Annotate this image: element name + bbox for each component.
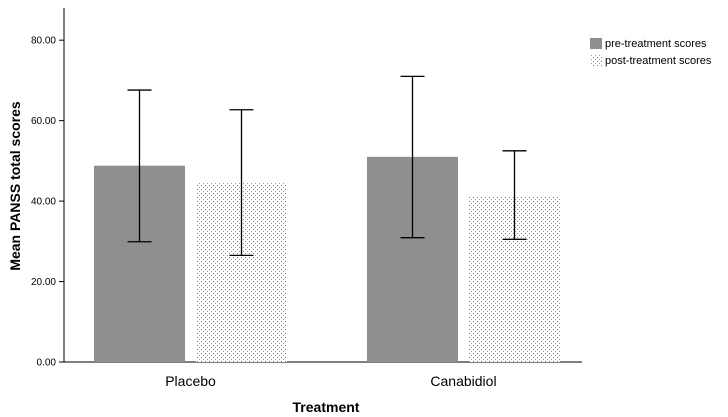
x-category-label: Placebo bbox=[165, 373, 216, 389]
y-tick-label: 0.00 bbox=[37, 358, 57, 369]
bars bbox=[94, 156, 560, 362]
y-tick-label: 80.00 bbox=[31, 36, 56, 47]
legend-label-pre: pre-treatment scores bbox=[605, 38, 707, 50]
x-axis-categories: Placebo Canabidiol bbox=[165, 373, 496, 389]
y-tick-label: 60.00 bbox=[31, 116, 56, 127]
y-axis-ticks: 0.00 20.00 40.00 60.00 80.00 bbox=[31, 36, 64, 369]
error-bars bbox=[127, 75, 527, 257]
x-category-label: Canabidiol bbox=[430, 373, 496, 389]
legend-swatch-post bbox=[590, 55, 602, 66]
legend-label-post: post-treatment scores bbox=[605, 55, 712, 67]
x-axis-title: Treatment bbox=[293, 399, 360, 415]
y-axis-title: Mean PANSS total scores bbox=[7, 101, 23, 271]
y-tick-label: 40.00 bbox=[31, 197, 56, 208]
legend: pre-treatment scores post-treatment scor… bbox=[590, 38, 712, 67]
legend-swatch-pre bbox=[590, 38, 602, 49]
y-tick-label: 20.00 bbox=[31, 277, 56, 288]
